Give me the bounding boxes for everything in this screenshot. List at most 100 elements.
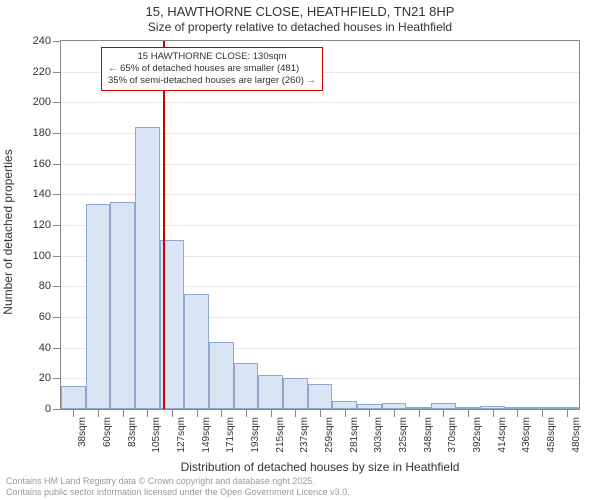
x-tick-label: 370sqm <box>447 417 458 453</box>
y-tick-label: 0 <box>45 403 51 415</box>
x-tick <box>197 410 198 417</box>
x-tick-label: 215sqm <box>275 417 286 453</box>
x-tick-label: 480sqm <box>571 417 582 453</box>
histogram-bar <box>234 363 259 409</box>
y-tick <box>53 102 60 103</box>
x-tick-label: 60sqm <box>102 417 113 447</box>
x-tick-label: 38sqm <box>77 417 88 447</box>
x-tick-label: 149sqm <box>201 417 212 453</box>
x-tick <box>147 410 148 417</box>
x-tick-label: 127sqm <box>176 417 187 453</box>
x-tick <box>493 410 494 417</box>
x-tick <box>394 410 395 417</box>
grid-line <box>61 102 579 103</box>
x-tick-label: 105sqm <box>151 417 162 453</box>
x-tick <box>369 410 370 417</box>
x-tick <box>443 410 444 417</box>
x-tick-label: 436sqm <box>521 417 532 453</box>
x-tick-label: 259sqm <box>324 417 335 453</box>
y-tick-label: 40 <box>39 342 51 354</box>
callout-line: 35% of semi-detached houses are larger (… <box>108 75 316 87</box>
y-tick-label: 180 <box>33 127 51 139</box>
x-tick <box>221 410 222 417</box>
x-tick <box>98 410 99 417</box>
histogram-bar <box>480 406 505 409</box>
y-axis-label: Number of detached properties <box>1 149 15 314</box>
histogram-bar <box>332 401 357 409</box>
y-tick <box>53 194 60 195</box>
y-tick <box>53 72 60 73</box>
chart-title-main: 15, HAWTHORNE CLOSE, HEATHFIELD, TN21 8H… <box>0 4 600 19</box>
y-tick <box>53 317 60 318</box>
x-tick-label: 193sqm <box>250 417 261 453</box>
x-tick <box>271 410 272 417</box>
histogram-bar <box>258 375 283 409</box>
x-tick-label: 171sqm <box>225 417 236 453</box>
histogram-bar <box>406 407 431 409</box>
histogram-bar <box>382 403 407 409</box>
y-tick-label: 120 <box>33 219 51 231</box>
histogram-bar <box>209 342 234 409</box>
y-tick-label: 80 <box>39 280 51 292</box>
y-tick-label: 240 <box>33 35 51 47</box>
histogram-bar <box>184 294 209 409</box>
histogram-bar <box>283 378 308 409</box>
callout-box: 15 HAWTHORNE CLOSE: 130sqm← 65% of detac… <box>101 47 323 91</box>
x-tick-label: 83sqm <box>127 417 138 447</box>
marker-line <box>163 41 165 409</box>
histogram-bar <box>135 127 160 409</box>
x-tick-label: 348sqm <box>423 417 434 453</box>
y-tick <box>53 348 60 349</box>
y-tick-label: 160 <box>33 158 51 170</box>
y-tick <box>53 378 60 379</box>
y-tick <box>53 256 60 257</box>
x-tick <box>345 410 346 417</box>
x-tick <box>73 410 74 417</box>
y-tick <box>53 409 60 410</box>
x-tick-label: 281sqm <box>349 417 360 453</box>
histogram-bar <box>530 407 555 409</box>
histogram-bar <box>554 407 579 409</box>
x-tick-label: 303sqm <box>373 417 384 453</box>
plot-area: 02040608010012014016018020022024038sqm60… <box>60 40 580 410</box>
histogram-bar <box>308 384 333 409</box>
y-tick <box>53 286 60 287</box>
histogram-bar <box>86 204 111 409</box>
y-axis-label-wrap: Number of detached properties <box>8 40 20 410</box>
x-tick <box>419 410 420 417</box>
y-tick-label: 20 <box>39 372 51 384</box>
chart-title-sub: Size of property relative to detached ho… <box>0 20 600 34</box>
x-tick-label: 325sqm <box>398 417 409 453</box>
y-tick-label: 200 <box>33 96 51 108</box>
footer-line-2: Contains public sector information licen… <box>6 487 350 498</box>
x-tick <box>295 410 296 417</box>
histogram-bar <box>431 403 456 409</box>
y-tick-label: 220 <box>33 66 51 78</box>
x-tick <box>246 410 247 417</box>
chart-footer: Contains HM Land Registry data © Crown c… <box>6 476 350 498</box>
x-tick <box>123 410 124 417</box>
y-tick-label: 60 <box>39 311 51 323</box>
y-tick <box>53 41 60 42</box>
callout-line: 15 HAWTHORNE CLOSE: 130sqm <box>108 51 316 63</box>
histogram-bar <box>61 386 86 409</box>
x-tick <box>468 410 469 417</box>
y-tick <box>53 133 60 134</box>
y-tick-label: 100 <box>33 250 51 262</box>
x-tick-label: 414sqm <box>497 417 508 453</box>
histogram-bar <box>456 407 481 409</box>
x-tick <box>172 410 173 417</box>
histogram-bar <box>110 202 135 409</box>
y-tick <box>53 225 60 226</box>
x-axis-label: Distribution of detached houses by size … <box>60 460 580 474</box>
chart-container: 15, HAWTHORNE CLOSE, HEATHFIELD, TN21 8H… <box>0 0 600 500</box>
x-tick-label: 237sqm <box>299 417 310 453</box>
x-tick <box>542 410 543 417</box>
histogram-bar <box>505 407 530 409</box>
x-tick-label: 392sqm <box>472 417 483 453</box>
y-tick <box>53 164 60 165</box>
footer-line-1: Contains HM Land Registry data © Crown c… <box>6 476 350 487</box>
histogram-bar <box>357 404 382 409</box>
x-tick <box>567 410 568 417</box>
x-tick <box>517 410 518 417</box>
